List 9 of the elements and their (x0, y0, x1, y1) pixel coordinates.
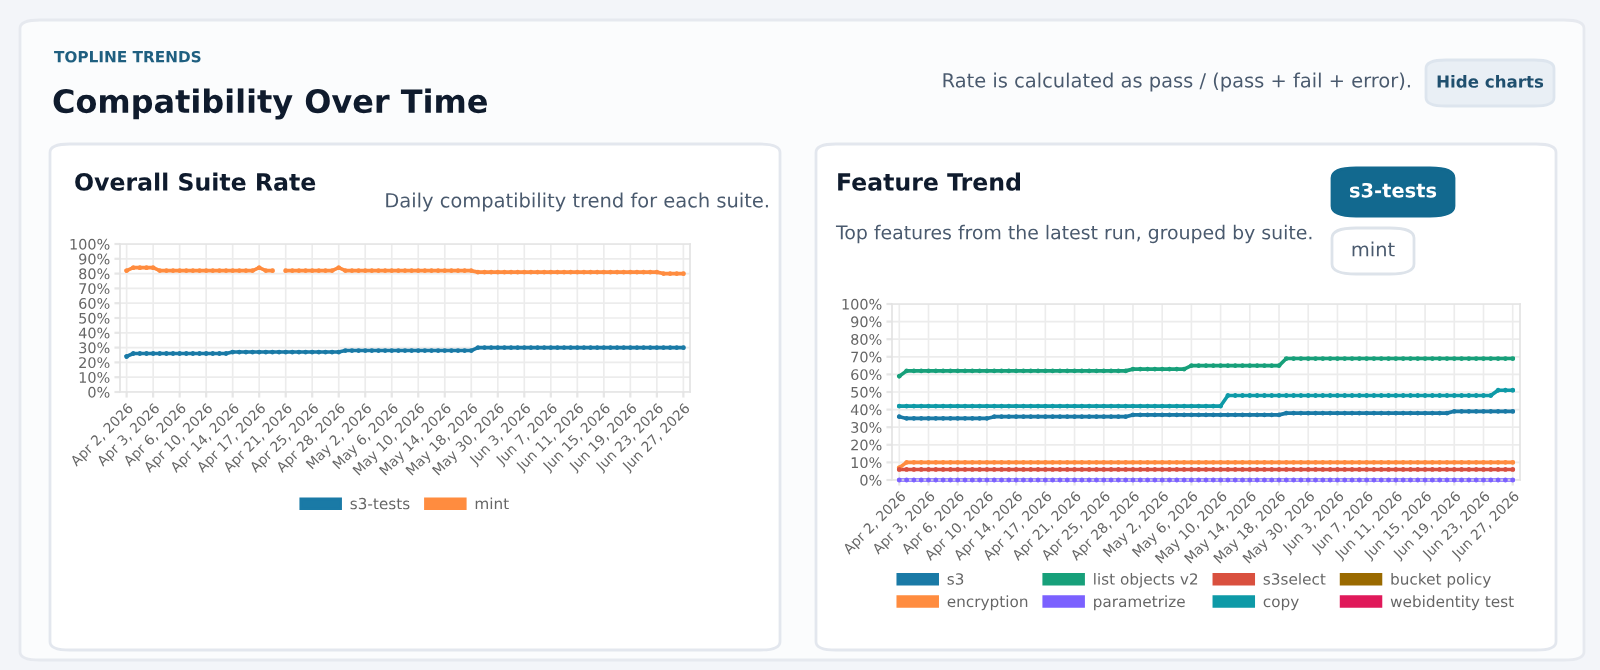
chart-title: Feature Trend (838, 172, 1020, 191)
chart-subtitle: Daily compatibility trend for each suite. (386, 192, 768, 212)
chart-title: Overall Suite Rate (75, 172, 316, 191)
text: Hide charts (1437, 74, 1544, 88)
text: Rate is calculated as pass / (pass + fail + error). (943, 72, 1410, 92)
text: mint (1352, 241, 1395, 257)
text: s3-tests (1349, 182, 1437, 198)
text: Compatibility Over Time (53, 88, 487, 120)
chart-subtitle: Top features from the latest run, grouped by suite. (835, 224, 1312, 244)
